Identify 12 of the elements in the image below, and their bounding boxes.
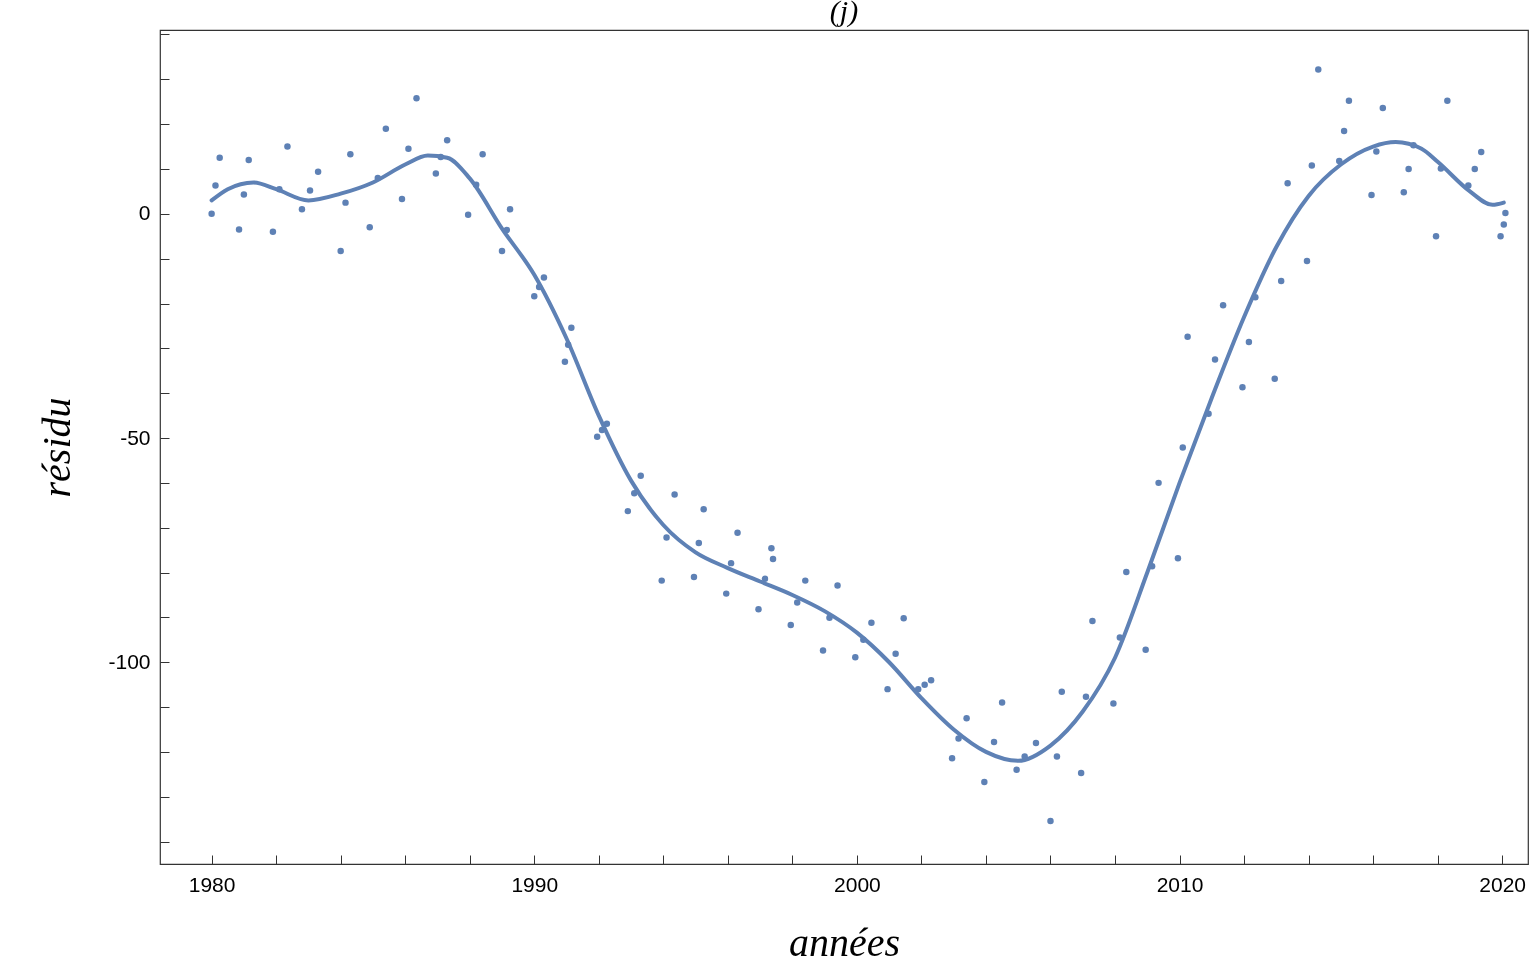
y-axis-title: résidu (34, 397, 80, 498)
y-tick-label: 0 (138, 201, 151, 225)
x-tick-label: 1990 (511, 872, 559, 896)
x-axis-title: années (788, 919, 901, 965)
chart-title: (j) (829, 0, 859, 29)
line-series (209, 140, 1506, 763)
x-tick-label: 2000 (834, 872, 881, 896)
x-tick-label: 2020 (1479, 872, 1527, 896)
x-tick-label: 2010 (1156, 872, 1204, 896)
y-tick-label: -50 (120, 425, 151, 449)
x-tick-label: 1980 (188, 872, 236, 896)
y-tick-label: -100 (108, 649, 151, 673)
